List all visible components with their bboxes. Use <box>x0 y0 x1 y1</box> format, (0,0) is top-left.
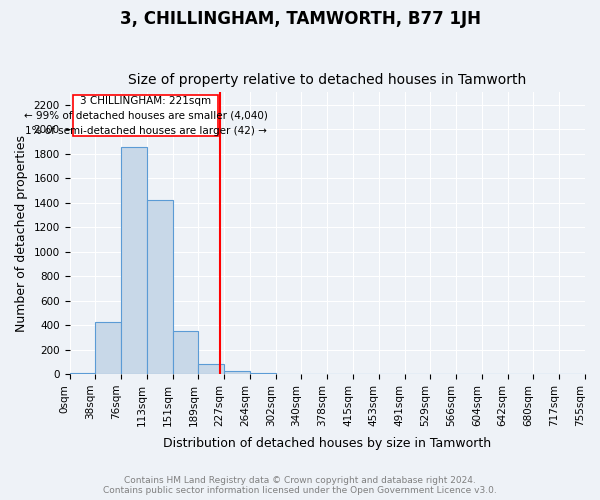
Text: 3, CHILLINGHAM, TAMWORTH, B77 1JH: 3, CHILLINGHAM, TAMWORTH, B77 1JH <box>119 10 481 28</box>
Bar <box>199 364 224 374</box>
Bar <box>250 373 276 374</box>
X-axis label: Distribution of detached houses by size in Tamworth: Distribution of detached houses by size … <box>163 437 491 450</box>
FancyBboxPatch shape <box>73 96 218 136</box>
Y-axis label: Number of detached properties: Number of detached properties <box>15 134 28 332</box>
Text: Contains HM Land Registry data © Crown copyright and database right 2024.
Contai: Contains HM Land Registry data © Crown c… <box>103 476 497 495</box>
Bar <box>70 373 95 374</box>
Text: 3 CHILLINGHAM: 221sqm
← 99% of detached houses are smaller (4,040)
1% of semi-de: 3 CHILLINGHAM: 221sqm ← 99% of detached … <box>23 96 268 136</box>
Bar <box>121 148 147 374</box>
Bar <box>147 200 173 374</box>
Bar <box>173 330 199 374</box>
Title: Size of property relative to detached houses in Tamworth: Size of property relative to detached ho… <box>128 73 526 87</box>
Bar <box>224 371 250 374</box>
Bar <box>95 322 121 374</box>
